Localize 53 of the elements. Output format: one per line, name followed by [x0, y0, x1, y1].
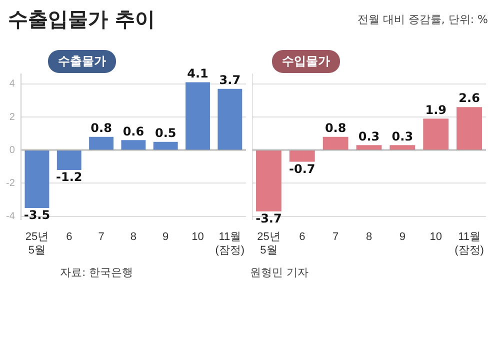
- y-tick-label: 4: [9, 78, 16, 90]
- text: 원형민 기자: [250, 265, 308, 280]
- bar: [218, 88, 242, 150]
- y-tick-label: -4: [6, 211, 16, 222]
- data-label: 0.6: [122, 124, 144, 138]
- data-label: 3.7: [219, 73, 241, 88]
- x-tick-label: 7: [98, 231, 104, 244]
- x-tick-label: 25년 5월: [257, 231, 280, 256]
- bar: [456, 107, 482, 150]
- x-tick-label: 11월 (잠정): [454, 231, 484, 256]
- bar: [256, 150, 282, 212]
- data-label: -1.2: [56, 170, 82, 184]
- data-label: 2.6: [458, 91, 480, 106]
- bar: [186, 82, 210, 150]
- bar: [56, 150, 82, 170]
- x-tick-label: 9: [162, 231, 169, 244]
- x-tick-label: 8: [366, 231, 372, 244]
- x-tick-label: 7: [332, 231, 339, 244]
- x-tick-label: 6: [66, 231, 72, 244]
- y-tick-label: 2: [9, 112, 16, 123]
- text: 수입물가: [272, 50, 340, 73]
- text: 자료: 한국은행: [60, 265, 134, 280]
- data-label: -3.7: [256, 211, 282, 226]
- bar: [356, 145, 382, 150]
- text: 수출물가: [48, 50, 116, 73]
- y-tick-label: -2: [6, 178, 16, 189]
- data-label: 0.3: [358, 129, 380, 144]
- x-tick-label: 25년 5월: [25, 231, 49, 256]
- y-tick-label: 0: [9, 144, 16, 156]
- x-tick-label: 11월 (잠정): [215, 231, 245, 256]
- x-tick-label: 10: [192, 231, 204, 244]
- x-tick-label: 9: [399, 231, 406, 244]
- chart-subtitle: 전월 대비 증감률, 단위: %: [357, 12, 488, 27]
- x-tick-label: 6: [299, 231, 306, 244]
- bar: [89, 136, 114, 150]
- bar: [390, 145, 416, 150]
- bar: [423, 118, 449, 150]
- data-label: 4.1: [187, 66, 208, 80]
- data-label: 1.9: [425, 102, 446, 117]
- data-label: -3.5: [24, 208, 50, 222]
- x-tick-label: 8: [130, 231, 137, 244]
- bar: [289, 150, 315, 162]
- data-label: -0.7: [289, 162, 316, 176]
- data-label: 0.5: [154, 126, 176, 140]
- chart-title: 수출입물가 추이: [8, 6, 155, 33]
- data-label: 0.8: [90, 121, 112, 135]
- bar: [153, 142, 178, 150]
- bar: [121, 140, 146, 150]
- bar: [24, 150, 50, 208]
- bar: [322, 136, 348, 150]
- data-label: 0.8: [324, 121, 346, 135]
- x-tick-label: 10: [430, 231, 442, 244]
- data-label: 0.3: [392, 129, 414, 144]
